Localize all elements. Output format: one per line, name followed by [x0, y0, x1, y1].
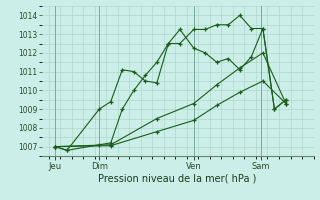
X-axis label: Pression niveau de la mer( hPa ): Pression niveau de la mer( hPa ) [99, 173, 257, 183]
